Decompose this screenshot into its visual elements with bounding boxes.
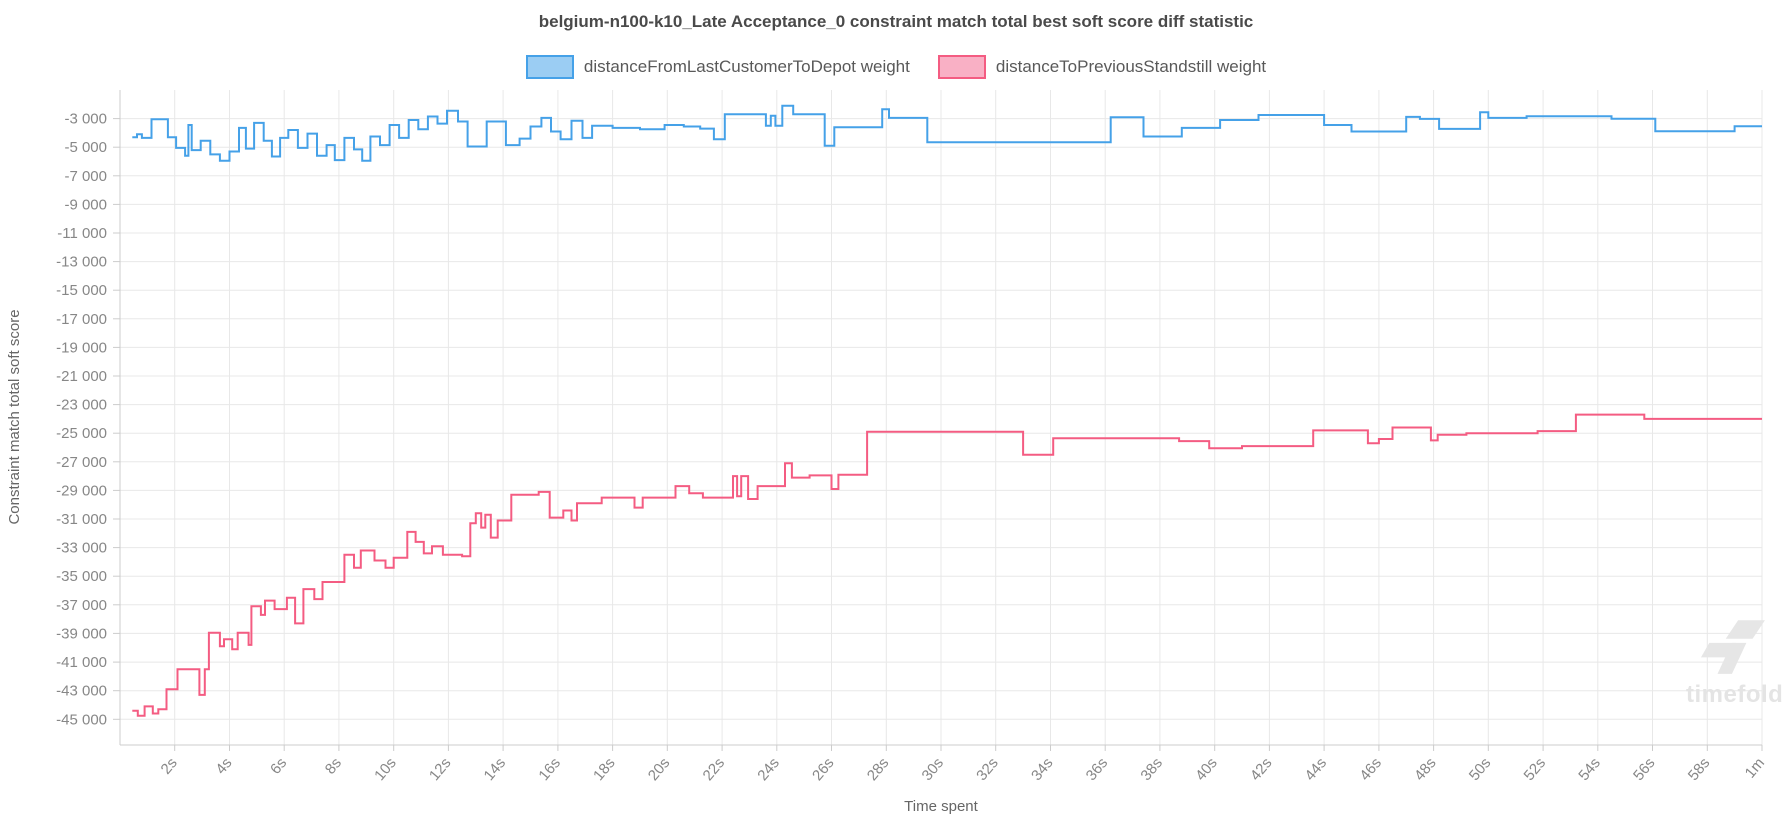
x-tick-label: 30s: [918, 755, 947, 784]
y-tick-label: -39 000: [56, 625, 107, 642]
x-tick-label: 24s: [754, 755, 783, 784]
x-tick-label: 10s: [371, 755, 400, 784]
y-tick-label: -27 000: [56, 454, 107, 471]
x-tick-label: 56s: [1630, 755, 1659, 784]
y-tick-label: -33 000: [56, 540, 107, 557]
y-tick-label: -9 000: [64, 196, 107, 213]
y-tick-label: -45 000: [56, 711, 107, 728]
timefold-logo-icon: [1701, 620, 1765, 674]
y-tick-label: -5 000: [64, 139, 107, 156]
x-tick-label: 16s: [535, 755, 564, 784]
x-tick-label: 1m: [1742, 755, 1768, 782]
x-tick-label: 28s: [864, 755, 893, 784]
y-tick-label: -21 000: [56, 368, 107, 385]
x-tick-label: 22s: [700, 755, 729, 784]
x-tick-label: 14s: [481, 755, 510, 784]
y-tick-label: -35 000: [56, 568, 107, 585]
legend-swatch-pink: [937, 55, 986, 79]
y-tick-label: -17 000: [56, 311, 107, 328]
y-tick-label: -43 000: [56, 683, 107, 700]
x-tick-label: 36s: [1083, 755, 1112, 784]
x-tick-label: 12s: [426, 755, 455, 784]
y-tick-label: -11 000: [57, 225, 107, 242]
x-tick-label: 34s: [1028, 755, 1057, 784]
y-tick-label: -13 000: [56, 254, 107, 271]
legend-item-distance-to-previous-standstill[interactable]: distanceToPreviousStandstill weight: [937, 55, 1267, 79]
x-tick-label: 46s: [1356, 755, 1385, 784]
legend-label: distanceFromLastCustomerToDepot weight: [583, 57, 910, 76]
y-tick-label: -3 000: [64, 111, 107, 128]
x-tick-label: 54s: [1575, 755, 1604, 784]
x-tick-label: 48s: [1411, 755, 1440, 784]
x-tick-label: 38s: [1137, 755, 1166, 784]
timefold-watermark: timefold: [1686, 618, 1784, 709]
x-tick-label: 26s: [809, 755, 838, 784]
x-tick-label: 6s: [267, 755, 290, 778]
y-tick-label: -29 000: [56, 482, 107, 499]
y-tick-label: -37 000: [56, 597, 107, 614]
y-tick-label: -19 000: [56, 339, 107, 356]
legend-item-distance-from-last-customer-to-depot[interactable]: distanceFromLastCustomerToDepot weight: [525, 55, 910, 79]
legend-label: distanceToPreviousStandstill weight: [995, 57, 1267, 76]
x-tick-label: 42s: [1247, 755, 1276, 784]
series-line-0[interactable]: [132, 104, 1762, 162]
x-tick-label: 50s: [1466, 755, 1495, 784]
x-tick-label: 40s: [1192, 755, 1221, 784]
x-tick-label: 2s: [158, 755, 181, 778]
x-tick-label: 4s: [212, 755, 235, 778]
x-tick-label: 44s: [1302, 755, 1331, 784]
series-line-1[interactable]: [132, 413, 1762, 717]
x-tick-label: 8s: [322, 755, 345, 778]
y-tick-label: -41 000: [56, 654, 107, 671]
x-axis-title: Time spent: [904, 798, 978, 815]
legend-swatch-blue: [525, 55, 574, 79]
x-tick-label: 18s: [590, 755, 619, 784]
x-tick-label: 20s: [645, 755, 674, 784]
x-tick-label: 58s: [1685, 755, 1714, 784]
y-tick-label: -25 000: [56, 425, 107, 442]
y-tick-label: -23 000: [56, 397, 107, 414]
chart-legend: distanceFromLastCustomerToDepot weight d…: [0, 55, 1792, 79]
x-tick-label: 32s: [973, 755, 1002, 784]
x-tick-label: 52s: [1521, 755, 1550, 784]
watermark-text: timefold: [1686, 681, 1784, 708]
page-title: belgium-n100-k10_Late Acceptance_0 const…: [538, 12, 1254, 31]
y-tick-label: -15 000: [56, 282, 107, 299]
y-axis-title: Constraint match total soft score: [6, 309, 23, 525]
y-tick-label: -7 000: [64, 168, 107, 185]
y-tick-label: -31 000: [56, 511, 107, 528]
